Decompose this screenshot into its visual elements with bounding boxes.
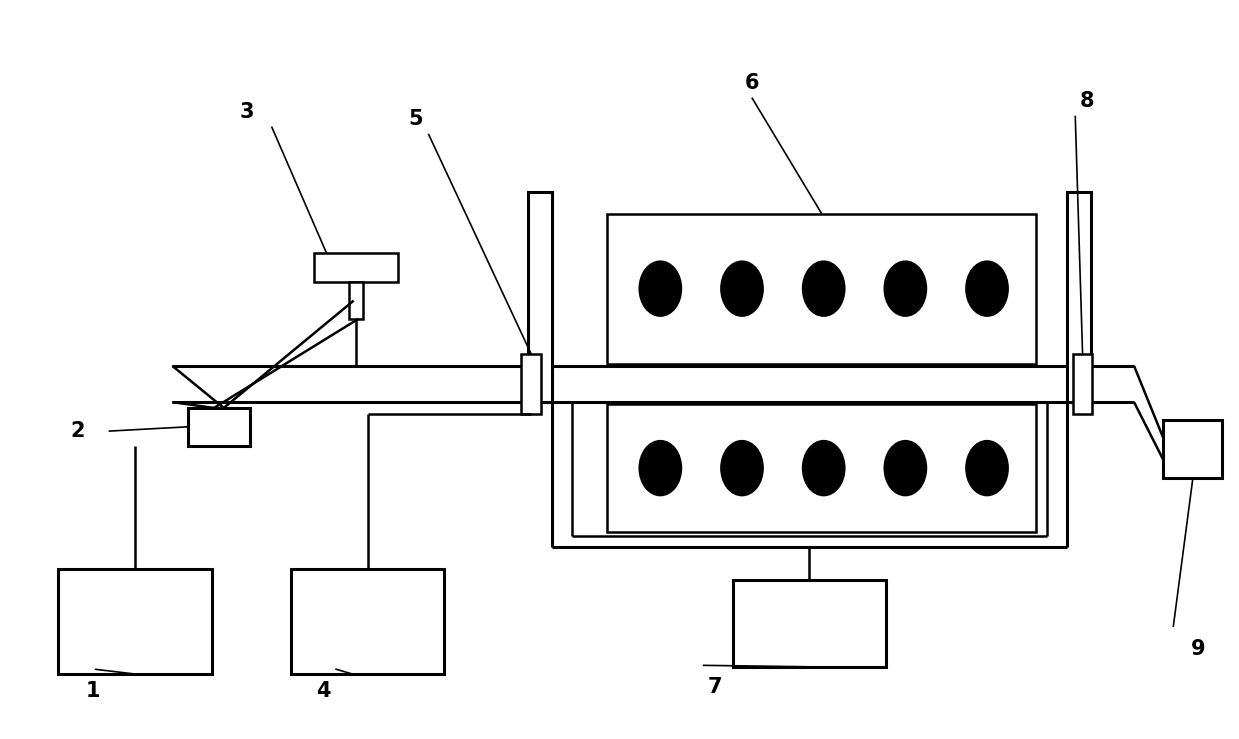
- Bar: [732, 580, 886, 667]
- Bar: [528, 192, 553, 402]
- Bar: [522, 354, 541, 414]
- Bar: [348, 282, 363, 319]
- Text: 1: 1: [85, 681, 100, 701]
- Ellipse shape: [721, 262, 763, 316]
- Ellipse shape: [966, 441, 1007, 495]
- Ellipse shape: [885, 441, 927, 495]
- Text: 2: 2: [71, 421, 85, 441]
- Ellipse shape: [639, 441, 681, 495]
- Ellipse shape: [803, 441, 845, 495]
- Bar: [1067, 192, 1092, 402]
- Ellipse shape: [966, 262, 1007, 316]
- Bar: [58, 569, 212, 674]
- Ellipse shape: [721, 441, 763, 495]
- Text: 6: 6: [745, 73, 760, 93]
- Text: 4: 4: [316, 681, 331, 701]
- Text: 8: 8: [1080, 91, 1095, 111]
- Bar: [315, 253, 398, 282]
- Bar: [1163, 420, 1222, 478]
- Text: 3: 3: [240, 102, 254, 122]
- Bar: [1073, 354, 1093, 414]
- Ellipse shape: [803, 262, 845, 316]
- Bar: [291, 569, 445, 674]
- Ellipse shape: [639, 262, 681, 316]
- Text: 9: 9: [1191, 638, 1206, 658]
- Bar: [607, 404, 1036, 532]
- Bar: [188, 408, 249, 446]
- Ellipse shape: [885, 262, 927, 316]
- Text: 7: 7: [707, 677, 722, 697]
- Bar: [607, 214, 1036, 364]
- Text: 5: 5: [409, 109, 424, 129]
